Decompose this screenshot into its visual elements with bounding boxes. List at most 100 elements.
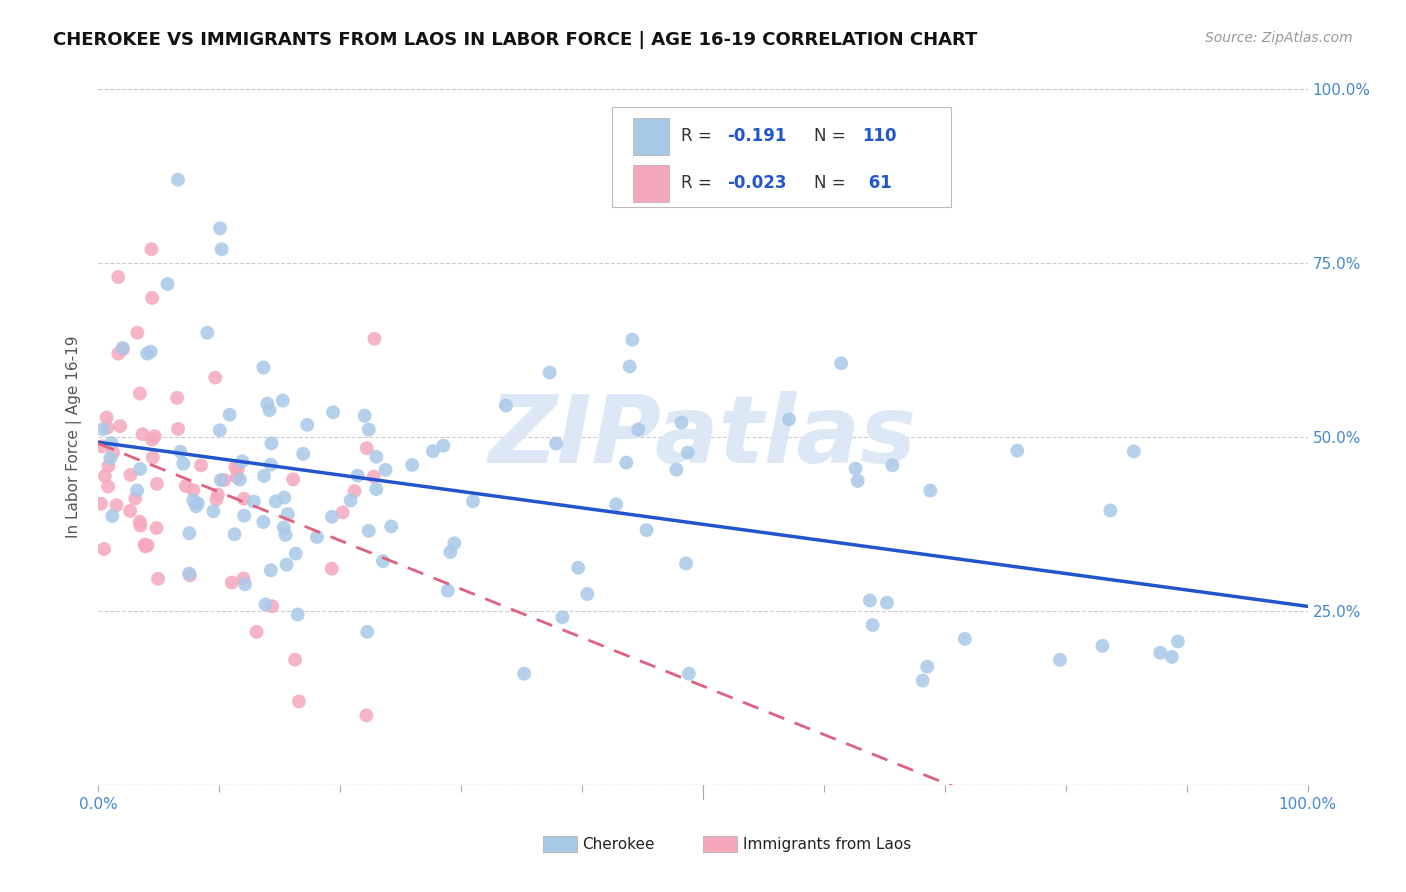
Point (205, 492, 228, 507)
Point (439, 545, 461, 559)
Point (1007, 443, 1029, 458)
Point (146, 572, 169, 586)
Point (111, 341, 134, 355)
Point (401, 458, 423, 472)
Point (778, 412, 800, 426)
Point (366, 450, 388, 464)
Point (108, 419, 131, 434)
Point (233, 491, 256, 506)
Point (243, 494, 266, 508)
Point (363, 332, 385, 346)
Point (208, 221, 231, 235)
Point (91, 439, 114, 453)
Point (190, 458, 212, 473)
Point (256, 397, 278, 411)
Point (209, 473, 232, 487)
Point (252, 515, 274, 529)
Point (461, 494, 484, 508)
Point (127, 326, 149, 340)
Point (262, 599, 284, 614)
Point (208, 423, 231, 437)
Point (343, 484, 366, 499)
Point (356, 442, 378, 456)
Point (134, 537, 156, 551)
Point (100, 436, 122, 450)
Point (184, 500, 207, 514)
Point (274, 528, 297, 542)
Point (103, 445, 125, 459)
Point (859, 593, 882, 607)
Point (1167, 634, 1189, 648)
Point (259, 403, 281, 417)
Point (97, 458, 120, 473)
Point (167, 422, 190, 436)
Point (281, 472, 304, 486)
Text: N =: N = (814, 174, 851, 193)
Y-axis label: In Labor Force | Age 16-19: In Labor Force | Age 16-19 (66, 335, 83, 539)
Text: 61: 61 (863, 174, 891, 193)
Point (346, 468, 368, 483)
Point (353, 409, 375, 423)
Point (953, 632, 976, 646)
Point (167, 172, 190, 186)
Text: Immigrants from Laos: Immigrants from Laos (742, 837, 911, 852)
FancyBboxPatch shape (613, 106, 950, 208)
Point (195, 326, 218, 340)
Bar (543, 836, 578, 853)
Point (202, 504, 225, 518)
Point (443, 536, 465, 550)
Point (245, 624, 267, 639)
Point (94, 469, 117, 483)
Point (124, 491, 146, 506)
Point (614, 456, 637, 470)
Point (1160, 649, 1182, 664)
Point (567, 560, 589, 574)
Point (322, 405, 344, 419)
Point (678, 666, 700, 681)
Point (260, 563, 283, 577)
Point (357, 423, 380, 437)
Point (90, 497, 112, 511)
Point (273, 491, 295, 505)
Point (356, 708, 378, 723)
Point (224, 460, 246, 475)
Point (221, 575, 243, 590)
Point (128, 386, 150, 401)
Point (321, 562, 343, 576)
Text: 110: 110 (863, 128, 897, 145)
Point (111, 342, 134, 356)
Point (264, 494, 287, 508)
Point (183, 483, 205, 498)
Point (207, 487, 229, 501)
Point (224, 527, 246, 541)
Point (131, 427, 153, 442)
Point (862, 618, 884, 632)
Point (374, 463, 396, 477)
Point (105, 498, 128, 512)
Point (915, 659, 938, 673)
Point (436, 583, 458, 598)
Point (432, 439, 454, 453)
Point (271, 393, 294, 408)
Point (1122, 444, 1144, 458)
Bar (703, 836, 737, 853)
Point (128, 515, 150, 529)
Point (177, 566, 200, 581)
Point (136, 538, 159, 552)
Point (174, 479, 197, 493)
Point (229, 473, 252, 487)
Point (107, 270, 129, 285)
Point (204, 370, 226, 384)
Point (284, 547, 307, 561)
Point (576, 587, 599, 601)
Point (321, 509, 343, 524)
Point (232, 571, 254, 585)
Point (1099, 503, 1122, 517)
Point (1149, 646, 1171, 660)
Point (284, 653, 307, 667)
Point (830, 356, 852, 370)
Point (254, 598, 277, 612)
Point (107, 346, 129, 360)
Text: Source: ZipAtlas.com: Source: ZipAtlas.com (1205, 31, 1353, 45)
Point (621, 333, 644, 347)
